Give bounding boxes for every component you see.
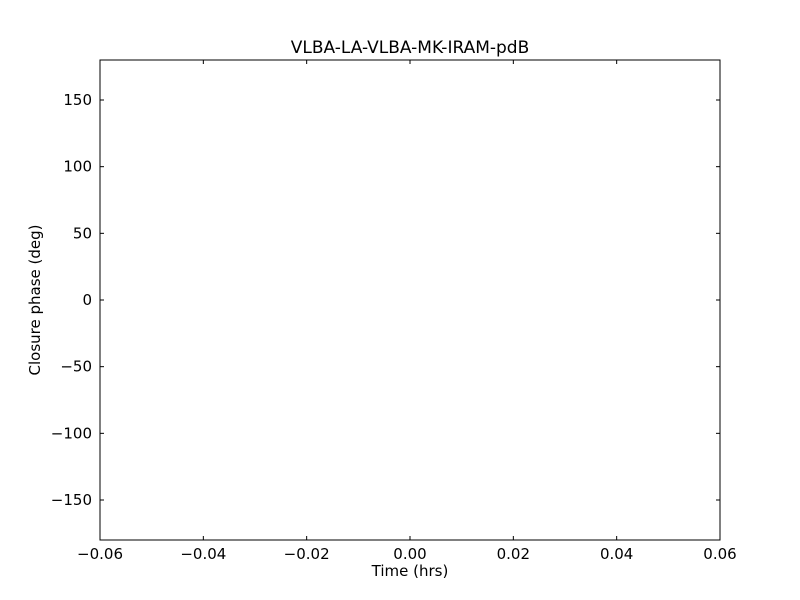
x-tick-label: −0.06 — [77, 545, 123, 563]
y-tick-label: −50 — [60, 358, 92, 376]
y-tick-label: 50 — [73, 224, 92, 242]
chart-title: VLBA-LA-VLBA-MK-IRAM-pdB — [291, 38, 530, 58]
x-tick-label: −0.04 — [180, 545, 226, 563]
x-axis-label: Time (hrs) — [371, 562, 449, 580]
y-tick-label: 0 — [82, 291, 92, 309]
x-tick-label: −0.02 — [284, 545, 330, 563]
y-tick-label: 100 — [63, 158, 92, 176]
plot-area — [99, 59, 721, 541]
x-axis: −0.06 −0.04 −0.02 0.00 0.02 0.04 0.06 — [77, 60, 737, 563]
y-tick-label: −150 — [51, 491, 92, 509]
x-tick-label: 0.04 — [600, 545, 633, 563]
y-tick-label: 150 — [63, 91, 92, 109]
y-axis: −150 −100 −50 0 50 100 150 — [51, 91, 720, 509]
x-tick-label: 0.02 — [497, 545, 530, 563]
x-tick-label: 0.00 — [393, 545, 426, 563]
x-tick-label: 0.06 — [703, 545, 736, 563]
y-axis-label: Closure phase (deg) — [26, 225, 44, 376]
y-tick-label: −100 — [51, 424, 92, 442]
